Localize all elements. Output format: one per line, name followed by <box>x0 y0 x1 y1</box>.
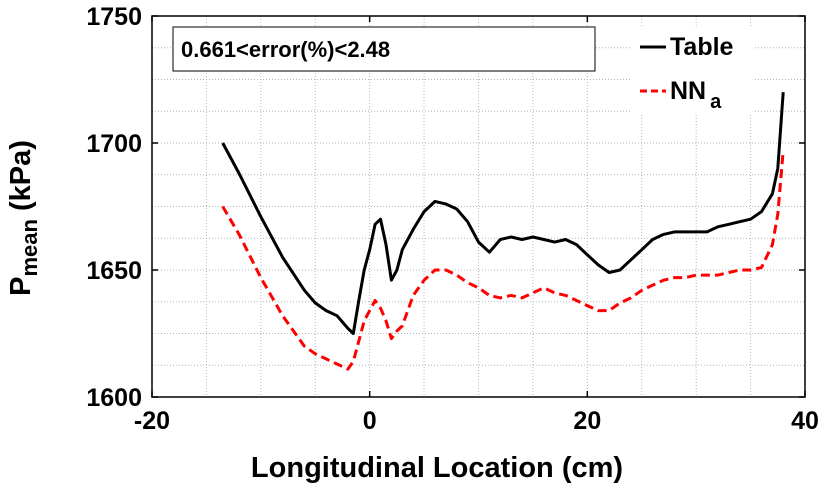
legend-label-table: Table <box>670 33 734 61</box>
legend-label-nna-sub: a <box>710 91 722 113</box>
annotation-text: 0.661<error(%)<2.48 <box>181 37 390 62</box>
y-tick-label: 1600 <box>86 384 142 412</box>
series-line-nna <box>221 150 785 371</box>
tick-marks <box>151 15 806 398</box>
x-tick-label: 20 <box>573 407 601 435</box>
y-tick-label: 1650 <box>86 257 142 285</box>
error-annotation: 0.661<error(%)<2.48 <box>172 26 596 72</box>
y-axis-label-sub: mean <box>17 219 42 276</box>
y-tick-label: 1700 <box>86 130 142 158</box>
legend-label-nna: NN a <box>670 77 722 113</box>
x-tick-label: 0 <box>363 407 377 435</box>
x-axis-label: Longitudinal Location (cm) <box>251 452 623 484</box>
y-tick-label: 1750 <box>86 3 142 31</box>
annotation-box <box>172 26 596 72</box>
tick-labels: -20 0 20 40 1600 1650 1700 1750 <box>86 3 819 435</box>
x-tick-label: -20 <box>134 407 170 435</box>
legend-box <box>632 27 754 115</box>
x-tick-label: 40 <box>791 407 819 435</box>
y-axis-label-main: P <box>5 277 37 296</box>
y-axis-label-unit: (kPa) <box>5 140 37 211</box>
legend: Table NN a <box>632 27 754 115</box>
plot-frame <box>151 15 806 398</box>
y-axis-label: Pmean (kPa) <box>5 140 42 296</box>
series-line-table <box>221 92 785 335</box>
legend-label-nna-main: NN <box>670 77 706 105</box>
series-layer <box>221 92 785 371</box>
